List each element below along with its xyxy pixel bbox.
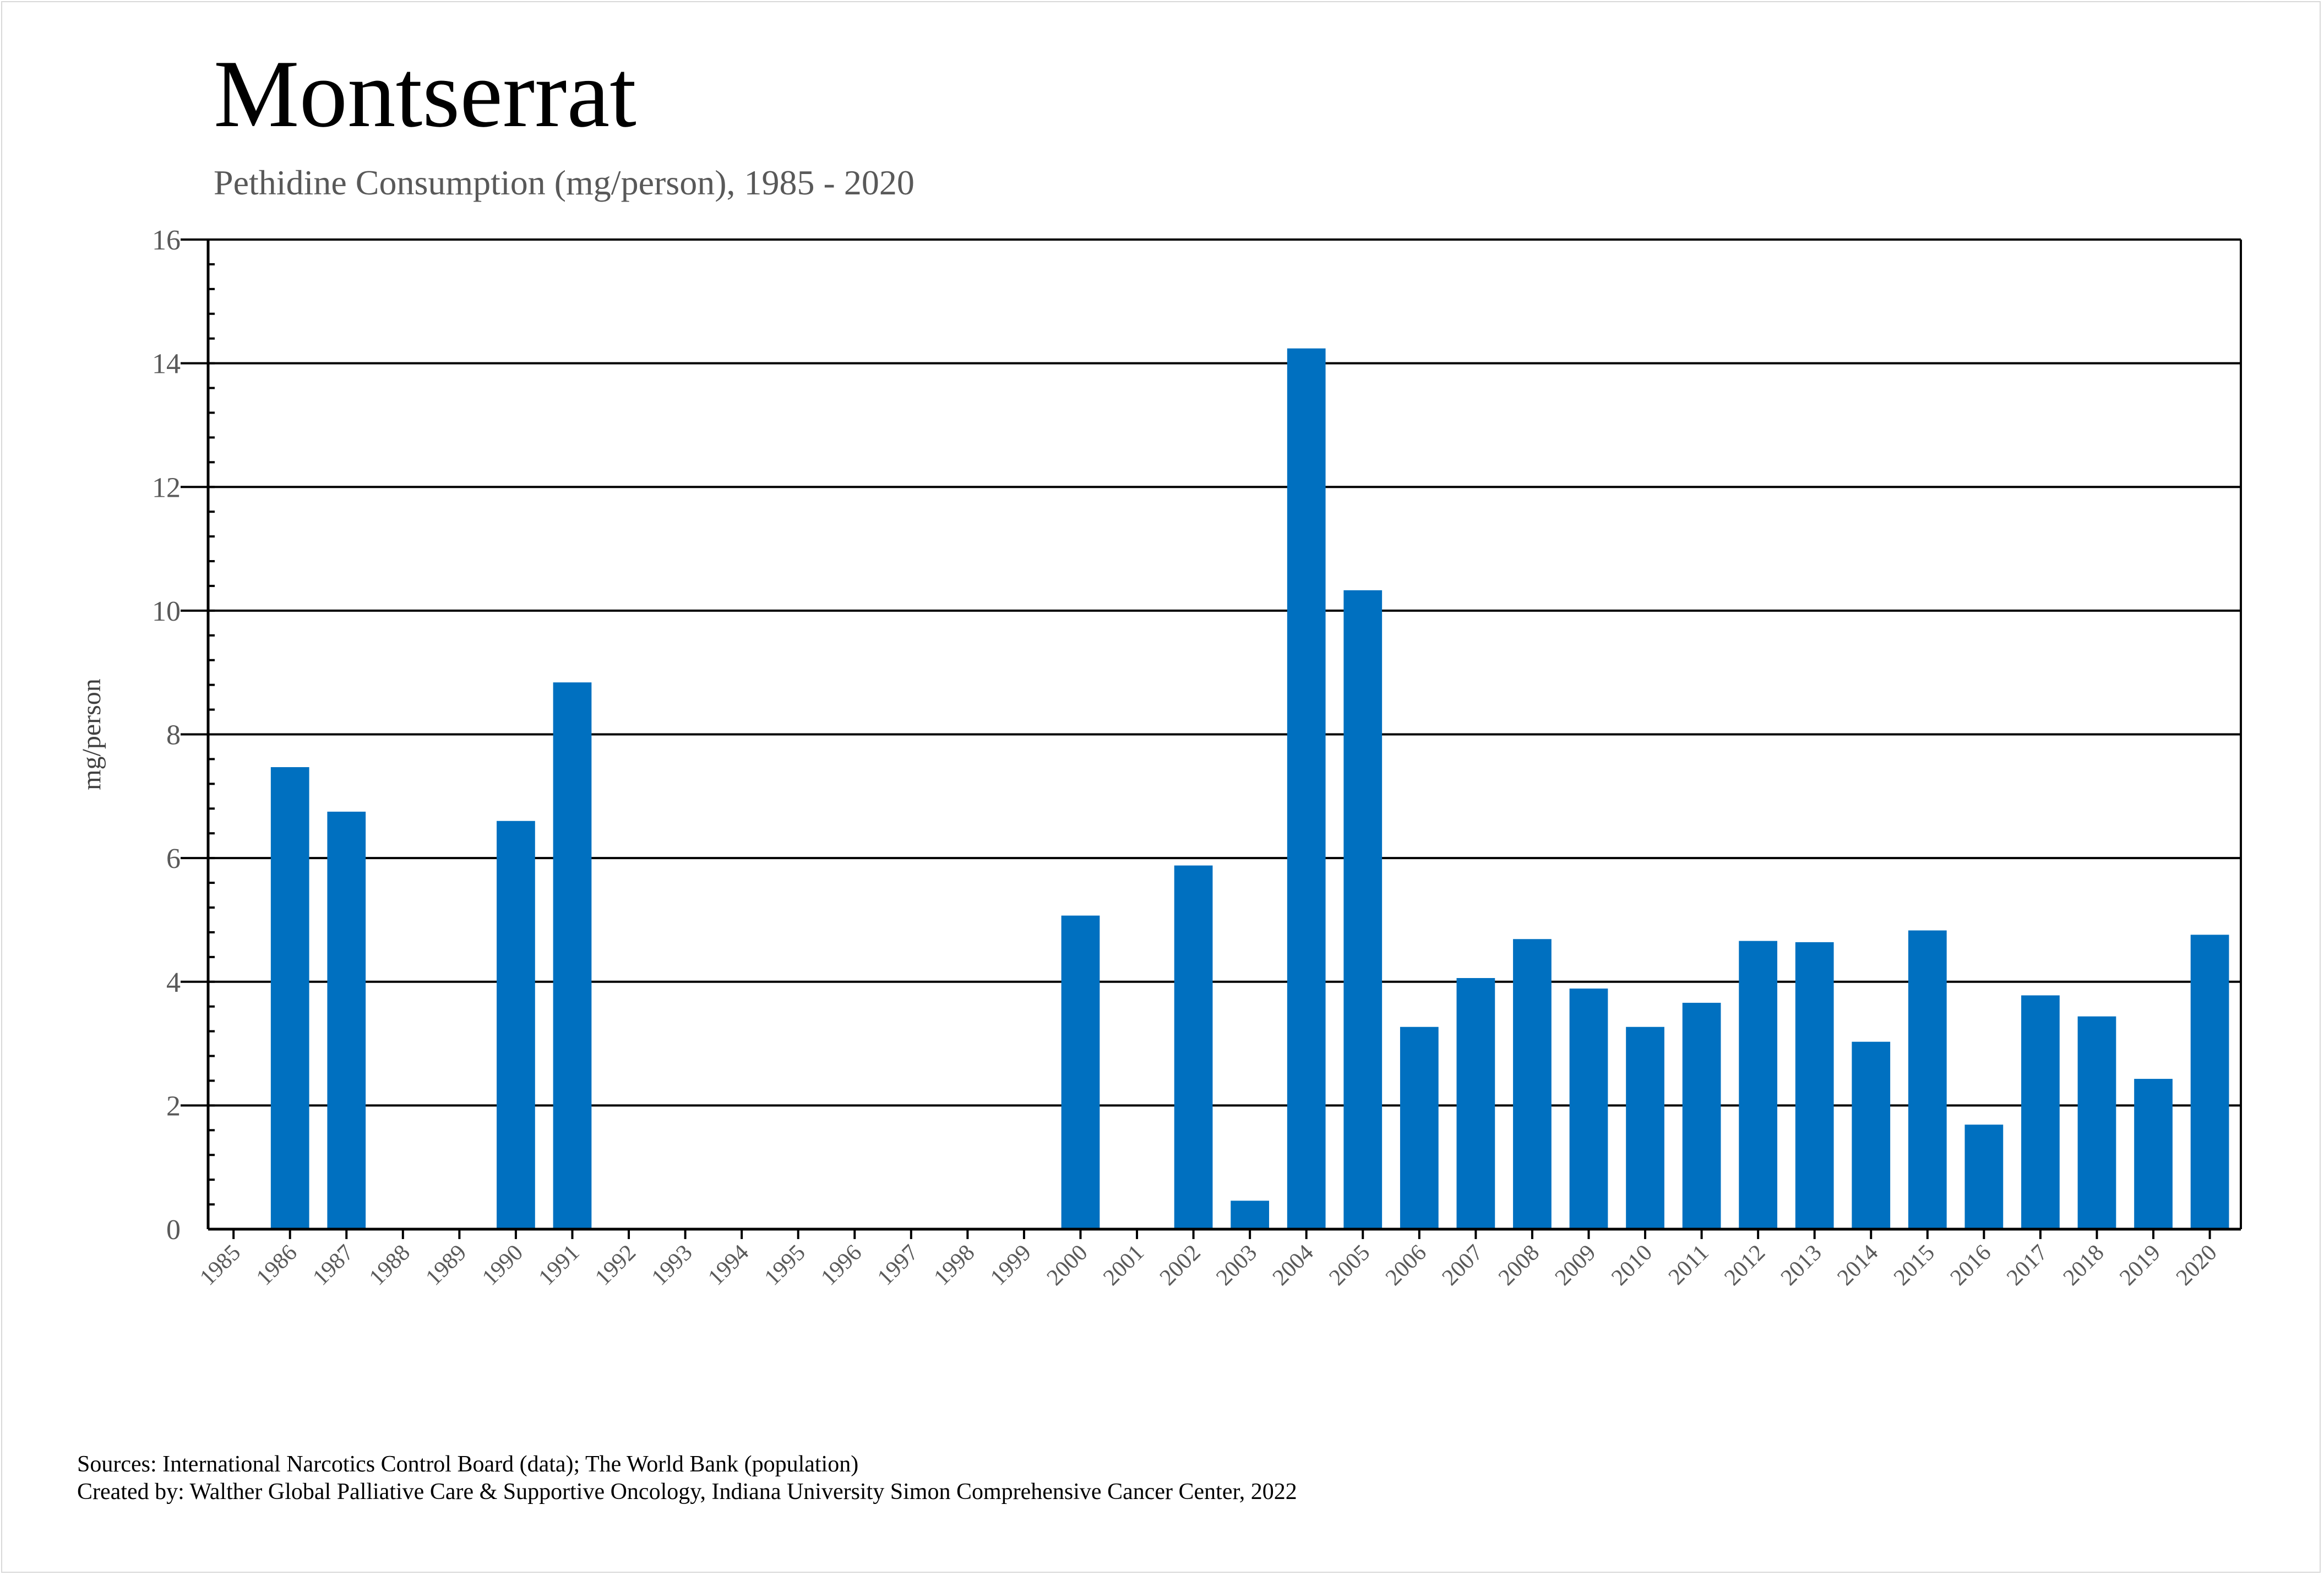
x-tick-label: 1994 [703,1240,754,1291]
sources-note: Sources: International Narcotics Control… [77,1452,859,1477]
x-tick-label: 1999 [986,1240,1036,1291]
bar-1987 [327,811,366,1229]
bar-2006 [1400,1027,1439,1229]
bar-2014 [1852,1041,1891,1229]
x-tick-label: 2010 [1607,1240,1657,1291]
x-tick-label: 2006 [1381,1240,1432,1291]
x-tick-label: 1990 [477,1240,528,1291]
x-tick-label: 1997 [873,1240,923,1291]
chart-subtitle: Pethidine Consumption (mg/person), 1985 … [214,163,915,202]
x-tick-label: 1992 [590,1240,641,1291]
x-tick-label: 1998 [929,1240,980,1291]
bar-2013 [1795,942,1834,1229]
x-tick-label: 2001 [1098,1240,1149,1291]
bar-2004 [1287,348,1326,1230]
bar-2017 [2021,995,2060,1229]
x-tick-label: 1986 [252,1240,302,1291]
x-tick-label: 2014 [1832,1240,1883,1291]
bar-2010 [1626,1027,1664,1229]
y-tick-label: 2 [166,1090,181,1122]
bar-2012 [1739,941,1778,1229]
y-tick-label: 10 [152,596,181,627]
x-tick-label: 1991 [534,1240,585,1291]
x-tick-label: 2012 [1719,1240,1770,1291]
x-tick-label: 2019 [2115,1240,2165,1291]
x-tick-label: 1993 [647,1240,698,1291]
x-tick-label: 1995 [760,1240,810,1291]
y-tick-label: 4 [166,967,181,998]
x-tick-label: 2013 [1776,1240,1827,1291]
bar-2015 [1908,930,1947,1229]
bar-1986 [270,767,309,1229]
bar-2002 [1174,865,1213,1229]
bar-2007 [1456,978,1495,1229]
x-tick-label: 1988 [364,1240,415,1291]
x-tick-label: 2002 [1155,1240,1206,1291]
x-tick-label: 1985 [195,1240,246,1291]
y-tick-label: 8 [166,720,181,751]
x-tick-label: 1989 [421,1240,472,1291]
x-tick-label: 1996 [816,1240,867,1291]
y-tick-label: 6 [166,843,181,875]
bar-2020 [2190,935,2229,1229]
x-tick-label: 2003 [1211,1240,1262,1291]
x-tick-label: 2008 [1494,1240,1544,1291]
bar-2019 [2134,1079,2173,1229]
bar-2016 [1964,1125,2004,1229]
bar-2008 [1513,939,1552,1229]
x-tick-label: 2004 [1268,1240,1319,1291]
bar-2000 [1061,915,1100,1229]
x-tick-label: 1987 [308,1240,358,1291]
bar-2003 [1231,1201,1270,1229]
y-tick-label: 16 [152,225,181,256]
x-tick-label: 2007 [1438,1240,1488,1291]
x-tick-label: 2017 [2002,1240,2053,1291]
x-tick-label: 2000 [1042,1240,1093,1291]
y-tick-label: 14 [152,349,181,380]
created-by-note: Created by: Walther Global Palliative Ca… [77,1479,1297,1505]
y-axis-label: mg/person [77,678,106,790]
chart-title: Montserrat [214,40,636,147]
x-tick-label: 2018 [2059,1240,2109,1291]
bar-2018 [2077,1016,2116,1229]
bar-2005 [1343,590,1383,1229]
bar-1990 [497,821,535,1229]
x-tick-label: 2011 [1664,1240,1714,1290]
y-tick-label: 12 [152,472,181,503]
bar-2011 [1682,1002,1721,1229]
x-tick-label: 2005 [1324,1240,1375,1291]
x-tick-label: 2015 [1889,1240,1940,1291]
bar-2009 [1569,989,1608,1229]
x-tick-label: 2016 [1946,1240,1996,1291]
x-tick-label: 2020 [2171,1240,2222,1291]
bar-1991 [553,682,592,1229]
y-tick-label: 0 [166,1214,181,1246]
x-tick-label: 2009 [1550,1240,1601,1291]
